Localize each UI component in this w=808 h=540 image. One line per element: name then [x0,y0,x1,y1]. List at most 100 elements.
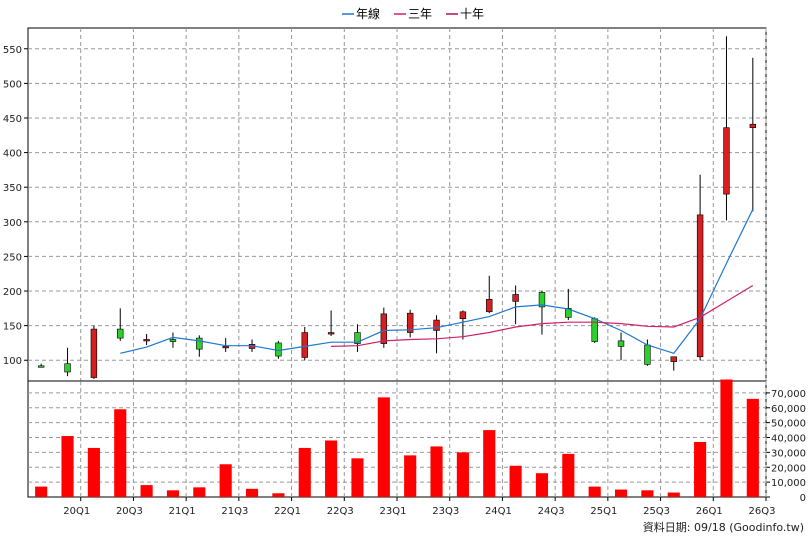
x-tick-label: 20Q3 [116,506,143,517]
x-tick-label: 23Q1 [380,506,407,517]
volume-bar [483,430,496,497]
candle-body [301,332,308,358]
candle [512,285,519,325]
candle-body [117,328,124,339]
x-tick-label: 24Q1 [485,506,512,517]
candle [117,308,124,341]
price-tick-label: 400 [3,149,22,160]
price-tick-label: 350 [3,183,22,194]
data-source-note: 資料日期: 09/18 (Goodinfo.tw) [643,520,804,534]
legend-entry: 三年 [394,7,432,21]
candle [670,356,677,371]
candle [37,363,45,368]
x-tick-label: 21Q3 [221,506,248,517]
volume-bar [430,446,443,497]
candle [406,309,414,338]
price-tick-label: 450 [3,114,22,125]
candle [486,275,493,314]
candle-body [538,292,546,308]
x-tick-label: 22Q1 [274,506,301,517]
candle-body [459,311,467,320]
x-axis: 20Q1 20Q3 21Q1 21Q3 22Q1 22Q3 23Q1 23Q3 24Q1 24Q3… [63,497,775,517]
volume-bar [351,458,364,497]
candle [169,332,177,348]
volume-bar [193,487,206,497]
candle [723,36,730,221]
price-tick-label: 250 [3,252,22,263]
candle [565,288,572,321]
candle [143,333,150,346]
volume-tick-label: 70,000 [771,389,806,400]
candle-body [275,342,282,357]
candle-body [380,313,388,344]
candle-body [169,339,177,342]
price-tick-label: 300 [3,218,22,229]
candle-body [64,363,71,373]
volume-bar [588,486,601,497]
volume-bar [509,465,522,497]
volume-tick-label: 50,000 [771,419,806,430]
x-tick-label: 23Q3 [432,506,459,517]
volume-bar [720,379,733,497]
ma-line-annual [120,209,754,354]
legend: 年線 三年 十年 [342,6,484,21]
legend-entry: 年線 [342,6,380,21]
volume-bar [245,488,259,497]
volume-tick-label: 10,000 [771,478,806,489]
x-tick-label: 21Q1 [169,506,196,517]
volume-tick-label: 40,000 [771,434,806,445]
x-tick-label: 26Q1 [696,506,723,517]
volume-bar [219,464,232,497]
candle-body [354,332,361,344]
price-tick-label: 200 [3,287,22,298]
volume-bar [562,453,575,497]
candle-body [406,312,414,333]
volume-bar [140,485,153,497]
candle [327,310,335,337]
ma-line-three-year [331,284,754,347]
candle-body [327,332,335,335]
volume-tick-label: 60,000 [771,404,806,415]
legend-label: 十年 [460,7,484,21]
volume-bar [667,492,680,497]
candle [196,335,203,357]
candle [301,327,308,361]
legend-label: 年線 [356,6,380,21]
candle-body [143,339,150,342]
candle-body [670,356,677,362]
volume-bar [35,486,48,497]
candle-body [222,346,229,349]
price-tick-label: 550 [3,45,22,56]
candle [64,347,71,377]
candle [696,174,704,361]
volume-bar [641,490,654,497]
x-tick-label: 25Q1 [590,506,617,517]
volume-tick-label: 30,000 [771,448,806,459]
candle-body [37,365,45,368]
volume-bar [298,447,311,497]
volume-bar [166,490,180,497]
volume-bar [87,447,100,497]
volume-bar [114,409,127,497]
candle [459,310,467,340]
volume-bar [694,441,707,497]
candle-body [696,214,704,358]
volume-bar [272,493,285,497]
price-tick-label: 150 [3,322,22,333]
x-tick-label: 22Q3 [327,506,354,517]
price-tick-label: 500 [3,79,22,90]
candle-body [644,344,651,365]
candle [749,57,757,212]
candle [354,324,361,352]
candle-body [486,299,493,313]
volume-bar [535,473,549,497]
legend-label: 三年 [408,7,432,21]
candle [90,325,98,379]
volume-bar [456,452,469,497]
legend-entry: 十年 [446,7,484,21]
candle-body [512,294,519,302]
volume-bar [325,440,338,497]
candle [591,317,598,343]
